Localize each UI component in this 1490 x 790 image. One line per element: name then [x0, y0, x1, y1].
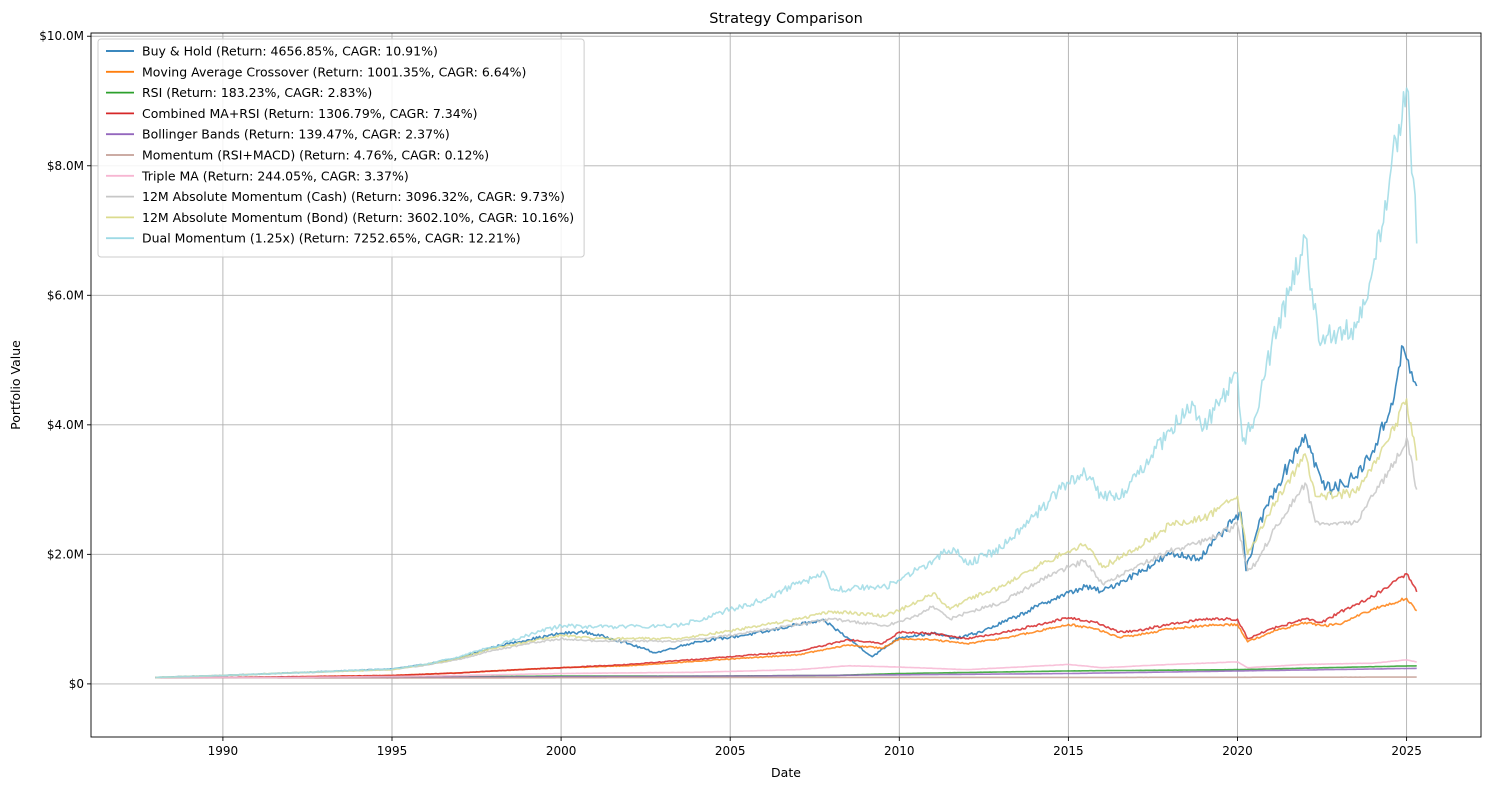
- x-tick-label: 1995: [377, 744, 408, 758]
- legend-entry: Buy & Hold (Return: 4656.85%, CAGR: 10.9…: [142, 44, 438, 59]
- series-line: [155, 676, 1417, 679]
- x-tick-label: 1990: [208, 744, 239, 758]
- x-tick-label: 2025: [1391, 744, 1422, 758]
- x-axis-label: Date: [771, 765, 801, 780]
- legend-entry: Bollinger Bands (Return: 139.47%, CAGR: …: [142, 127, 450, 142]
- y-tick-label: $2.0M: [47, 547, 84, 561]
- legend: Buy & Hold (Return: 4656.85%, CAGR: 10.9…: [97, 38, 585, 258]
- legend-entry: Combined MA+RSI (Return: 1306.79%, CAGR:…: [142, 106, 477, 121]
- y-tick-label: $10.0M: [39, 29, 84, 43]
- x-tick-label: 2000: [546, 744, 577, 758]
- plot-frame: [90, 32, 1482, 738]
- x-tick-label: 2005: [715, 744, 746, 758]
- y-tick-label: $4.0M: [47, 418, 84, 432]
- legend-entry: Moving Average Crossover (Return: 1001.3…: [142, 64, 526, 79]
- legend-box: [97, 38, 585, 258]
- legend-entry: Momentum (RSI+MACD) (Return: 4.76%, CAGR…: [142, 148, 489, 163]
- series-line: [155, 573, 1418, 679]
- y-axis-label: Portfolio Value: [8, 340, 23, 430]
- y-tick-label: $0: [69, 677, 84, 691]
- legend-entry: RSI (Return: 183.23%, CAGR: 2.83%): [142, 85, 372, 100]
- chart-title: Strategy Comparison: [709, 11, 863, 27]
- series-line: [155, 87, 1418, 679]
- y-axis-ticks: $0 $2.0M $4.0M $6.0M $8.0M $10.0M: [39, 29, 91, 691]
- legend-entry: 12M Absolute Momentum (Cash) (Return: 30…: [142, 189, 565, 204]
- legend-entry: Dual Momentum (1.25x) (Return: 7252.65%,…: [142, 231, 521, 246]
- y-tick-label: $6.0M: [47, 288, 84, 302]
- legend-entry: 12M Absolute Momentum (Bond) (Return: 36…: [142, 210, 574, 225]
- series-lines: [155, 87, 1418, 679]
- x-tick-label: 2010: [884, 744, 915, 758]
- legend-entry: Triple MA (Return: 244.05%, CAGR: 3.37%): [141, 168, 409, 183]
- x-tick-label: 2015: [1053, 744, 1084, 758]
- y-tick-label: $8.0M: [47, 159, 84, 173]
- series-line: [155, 659, 1417, 679]
- x-axis-ticks: 1990 1995 2000 2005 2010 2015 2020 2025: [208, 737, 1422, 758]
- x-tick-label: 2020: [1222, 744, 1253, 758]
